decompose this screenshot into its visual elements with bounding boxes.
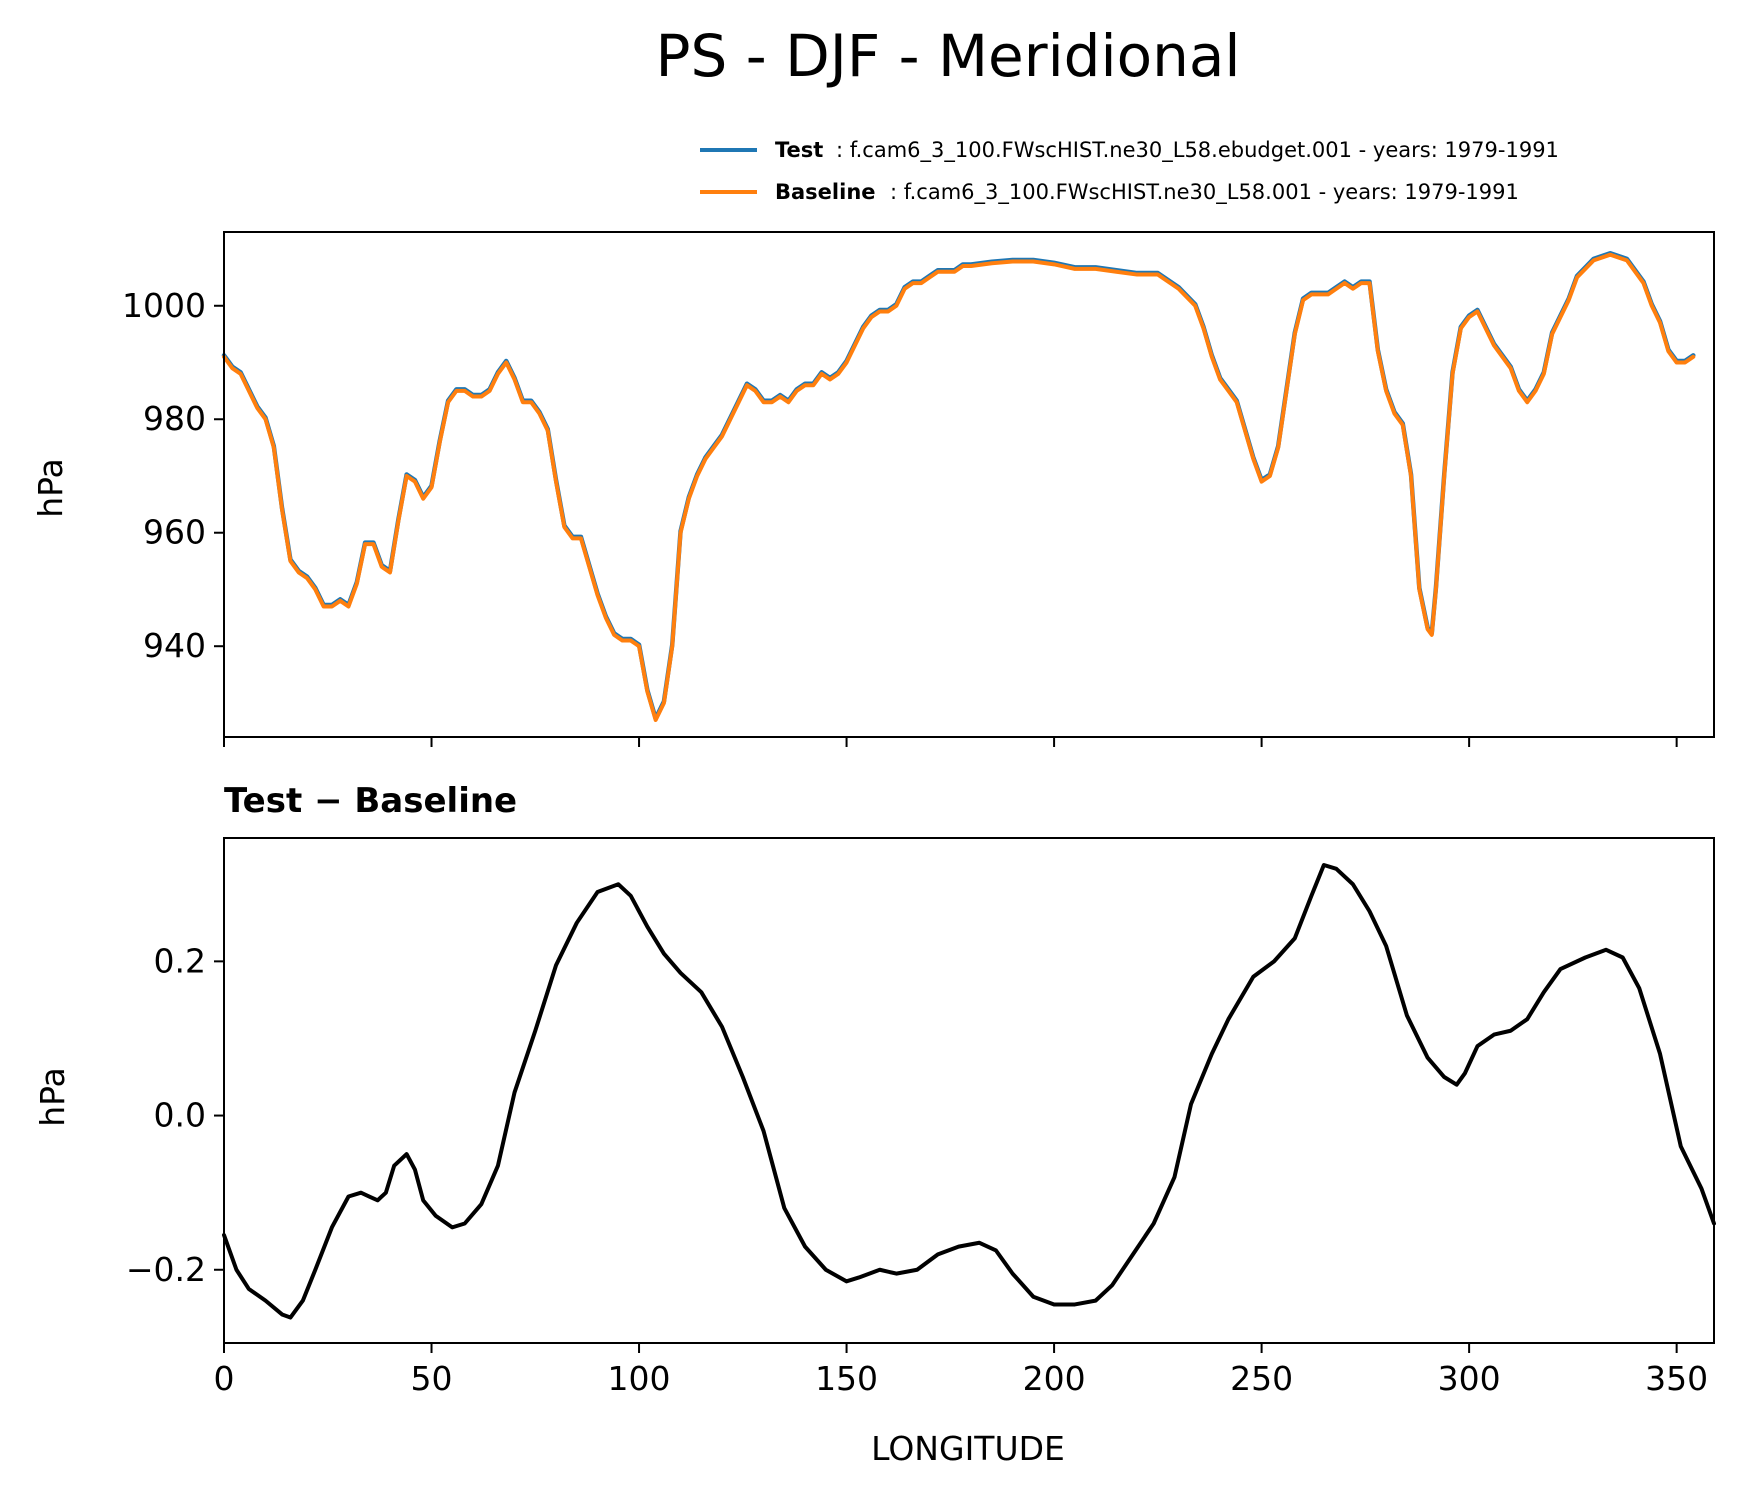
top-plot-frame [223,231,1715,738]
bottom-y-tick-label: −0.2 [126,1250,206,1289]
bottom-x-tick-label: 100 [608,1359,671,1398]
bottom-plot-frame [223,837,1715,1344]
bottom-y-tick-label: 0.2 [154,941,206,980]
legend-label-baseline-text: : f.cam6_3_100.FWscHIST.ne30_L58.001 - y… [890,180,1519,205]
bottom-x-tick-label: 250 [1230,1359,1293,1398]
bottom-plot-panel: Test − Baseline hPa LONGITUDE −0.2 0.0 0.2… [33,781,1716,1468]
x-axis-label: LONGITUDE [871,1429,1065,1468]
legend: Test : f.cam6_3_100.FWscHIST.ne30_L58.eb… [700,138,1559,205]
legend-label-test-text: : f.cam6_3_100.FWscHIST.ne30_L58.ebudget… [836,138,1559,163]
bottom-series-line-test-baseline [222,862,1716,1320]
legend-label-test-bold: Test [775,138,823,162]
bottom-y-axis-label: hPa [33,1067,72,1127]
bottom-x-tick-label: 200 [1023,1359,1086,1398]
bottom-x-tick-label: 50 [411,1359,453,1398]
top-y-tick-label: 1000 [122,286,206,325]
bottom-x-tick-label: 350 [1645,1359,1708,1398]
bottom-x-tick-label: 0 [214,1359,235,1398]
top-y-tick-label: 960 [143,513,206,552]
figure-title: PS - DJF - Meridional [655,22,1240,90]
top-y-axis-label: hPa [31,458,70,518]
bottom-x-tick-label: 300 [1438,1359,1501,1398]
top-y-tick-label: 980 [143,399,206,438]
top-y-tick-label: 940 [143,626,206,665]
bottom-x-tick-label: 150 [815,1359,878,1398]
bottom-panel-title: Test − Baseline [224,781,517,821]
top-plot-panel: hPa 940 960 980 1000 [31,231,1715,747]
top-series-line-baseline [222,252,1696,722]
legend-label-baseline-bold: Baseline [775,180,876,204]
bottom-y-tick-label: 0.0 [154,1096,206,1135]
